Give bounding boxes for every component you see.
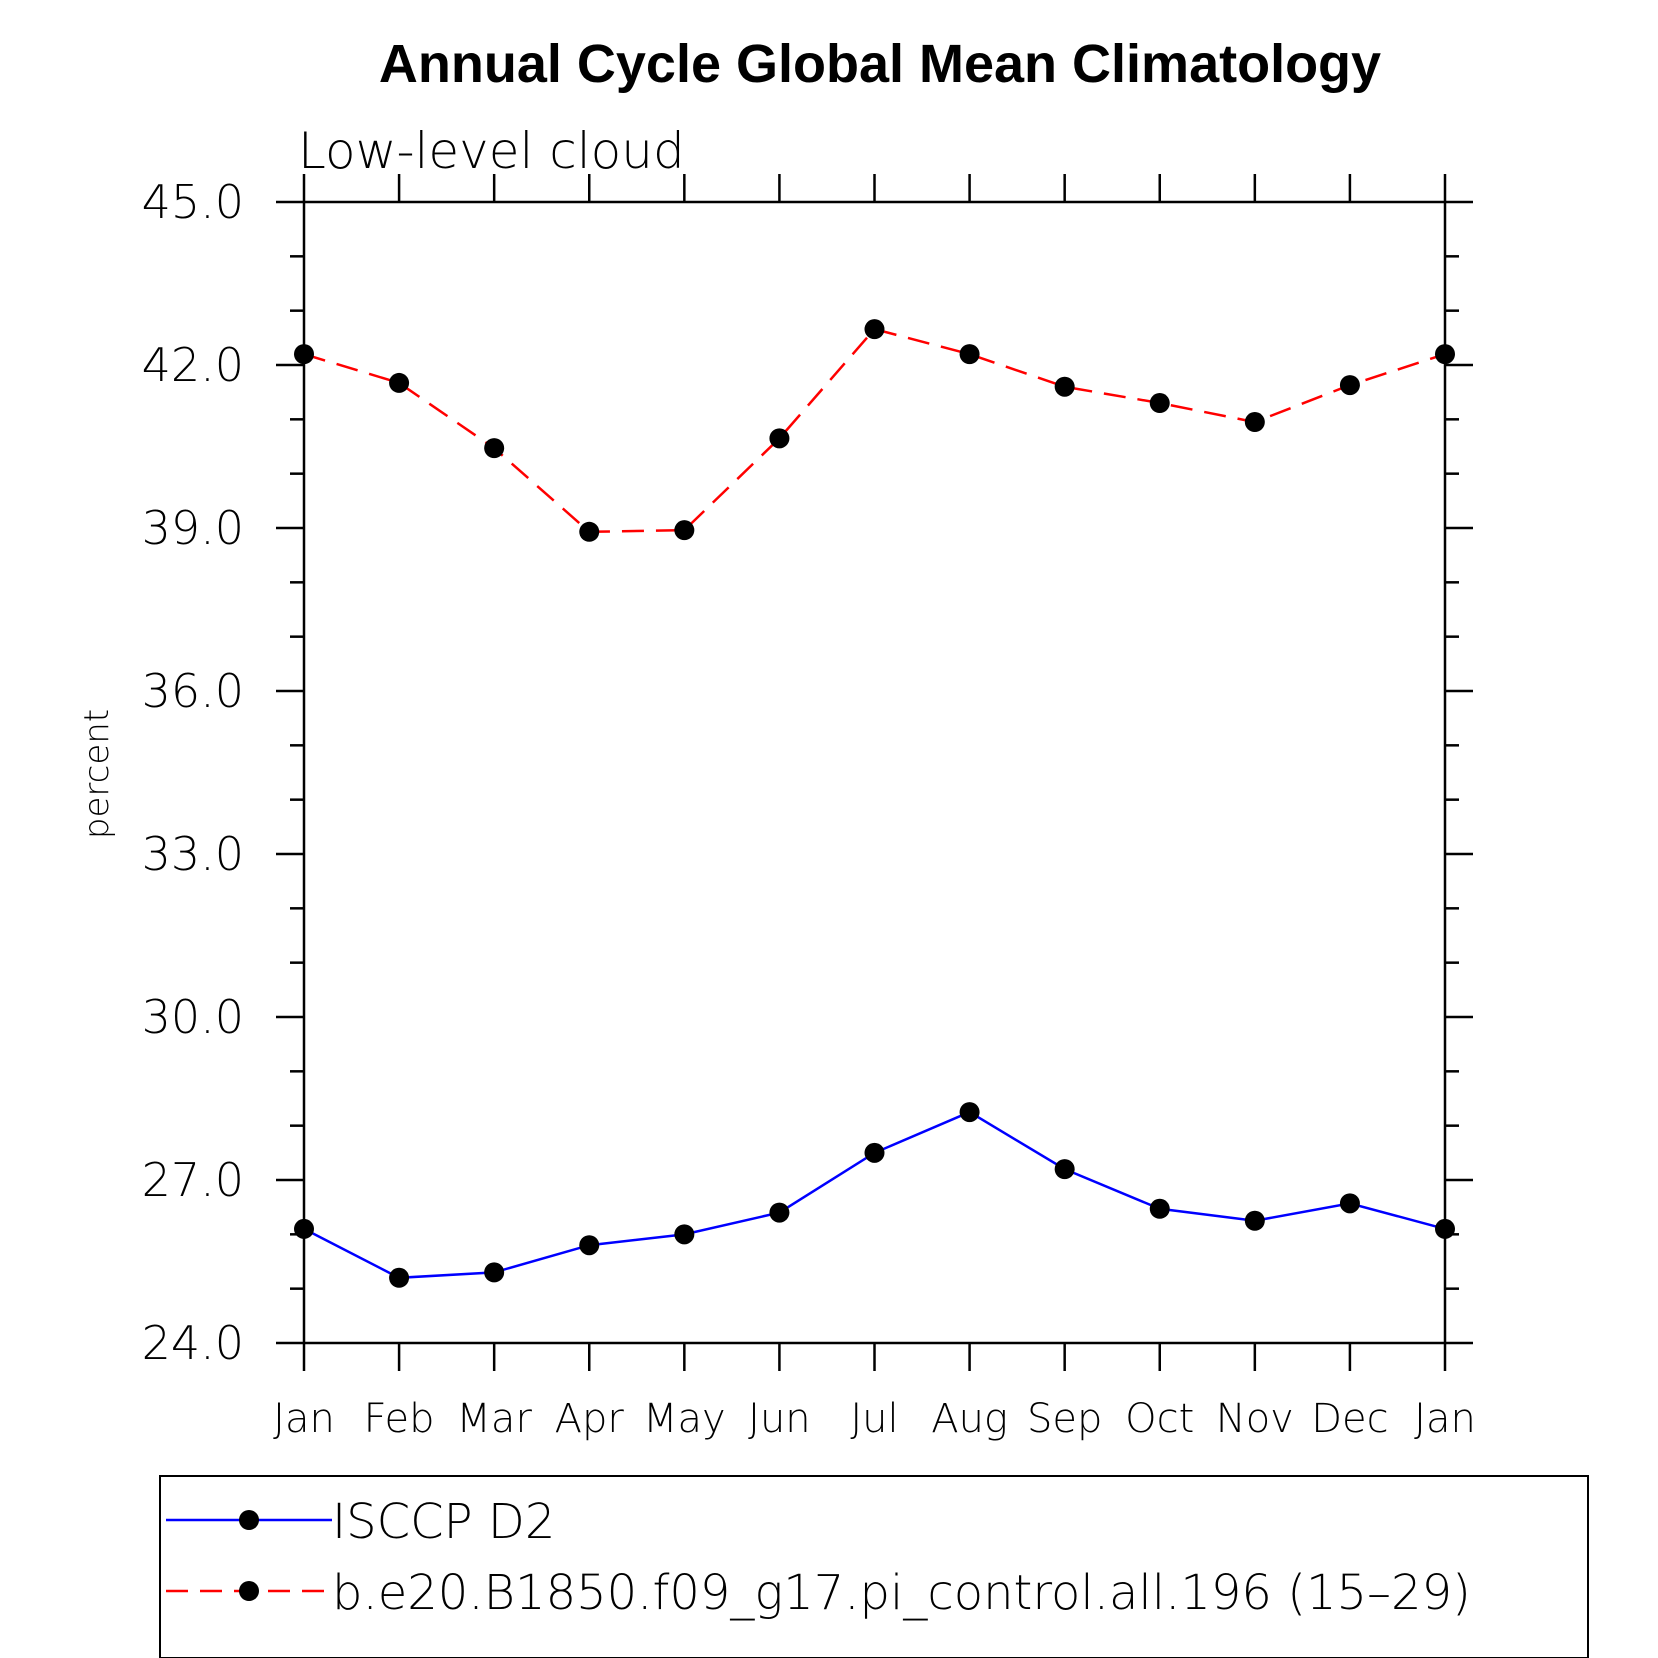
x-tick-label: Feb [364,1396,435,1442]
data-point [294,1218,314,1239]
y-tick-label: 27.0 [142,1153,244,1207]
series-layer [294,319,1455,1288]
legend-box [159,1475,1589,1658]
x-tick-label: Mar [456,1396,532,1442]
x-tick-label: Apr [555,1396,625,1442]
x-tick-label: Oct [1125,1396,1194,1442]
chart-subtitle: Low-level cloud [298,122,685,180]
x-tick-label: Jan [1414,1396,1476,1442]
x-tick-label: Nov [1216,1396,1294,1442]
data-point [1339,1193,1360,1214]
data-point [484,438,505,459]
data-point [959,1102,980,1123]
chart-title: Annual Cycle Global Mean Climatology [379,34,1381,94]
data-point [1244,1210,1265,1231]
data-point [864,1142,885,1163]
y-tick-label: 30.0 [142,990,244,1044]
x-tick-label: Dec [1311,1396,1388,1442]
x-tick-label: Jun [748,1396,811,1442]
data-point [294,344,314,365]
data-point [579,521,600,542]
data-point [674,1224,695,1245]
data-point [484,1262,505,1283]
x-tick-label: May [643,1396,726,1442]
data-point [1054,376,1075,397]
x-tick-label: Jul [850,1396,898,1442]
y-tick-label: 36.0 [142,664,244,718]
data-point [1339,375,1360,396]
legend-label-model: b.e20.B1850.f09_g17.pi_control.all.196 (… [332,1565,1471,1621]
legend-marker-model [239,1581,259,1601]
y-tick-label: 39.0 [142,501,244,555]
x-tick-label: Aug [931,1396,1008,1442]
y-axis-label: percent [77,709,117,839]
axes: 45.0 42.0 39.0 36.0 33.0 30.0 27.0 24.0 Jan Feb Ma… [142,174,1476,1442]
legend: ISCCP D2 b.e20.B1850.f09_g17.pi_control.… [159,1475,1589,1658]
data-point [579,1235,600,1256]
data-point [389,1267,410,1288]
data-point [959,344,980,365]
data-point [1435,1218,1455,1239]
legend-marker-isccp [239,1510,259,1530]
legend-label-isccp: ISCCP D2 [332,1494,555,1550]
y-tick-label: 33.0 [142,827,244,881]
y-tick-label: 42.0 [142,338,244,392]
data-point [1149,393,1170,414]
series-line-1 [303,327,1446,534]
data-point [769,1202,790,1223]
data-point [769,428,790,449]
x-tick-label: Sep [1027,1396,1102,1442]
data-point [1435,344,1455,365]
data-point [864,319,885,340]
data-point [674,520,695,541]
y-tick-label: 24.0 [142,1316,244,1370]
data-point [389,372,410,393]
data-point [1244,412,1265,433]
x-tick-label: Jan [273,1396,335,1442]
data-point [1149,1198,1170,1219]
series-line-0 [303,1110,1446,1280]
plot-frame [302,200,1447,1345]
y-tick-label: 45.0 [142,175,244,229]
data-point [1054,1159,1075,1180]
